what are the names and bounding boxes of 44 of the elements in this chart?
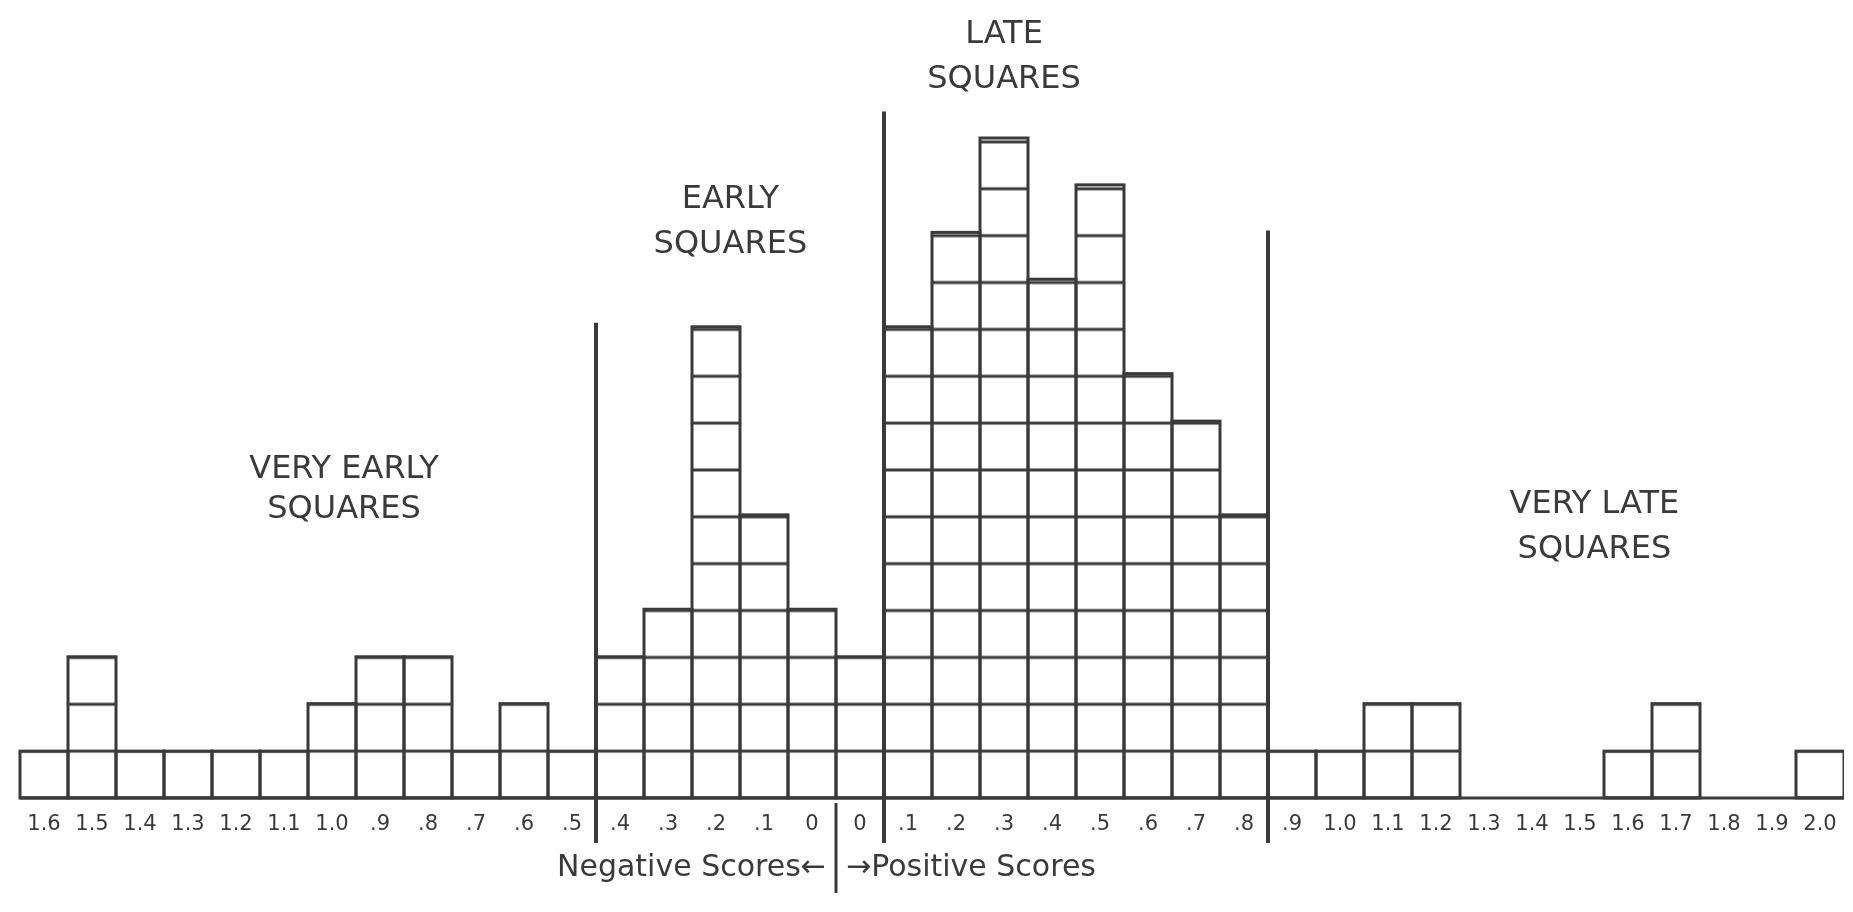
x-tick-label: 1.3 [171,811,205,835]
x-tick-label: .4 [1041,811,1063,835]
x-tick-label: 1.9 [1755,811,1789,835]
x-tick-label: 1.8 [1707,811,1741,835]
x-tick-label: .2 [705,811,727,835]
x-tick-label: .3 [993,811,1015,835]
x-tick-label: .2 [945,811,967,835]
x-tick-label: .9 [369,811,391,835]
x-tick-label: .6 [513,811,535,835]
x-tick-label: .7 [465,811,487,835]
x-tick-label: 1.1 [267,811,301,835]
x-tick-label: .8 [417,811,439,835]
x-tick-label: 1.0 [315,811,349,835]
x-tick-label: 1.7 [1659,811,1693,835]
x-tick-label: 1.5 [1563,811,1597,835]
x-tick-label: .1 [897,811,919,835]
x-tick-label: .5 [561,811,583,835]
x-tick-label: 1.2 [219,811,253,835]
x-tick-label: 1.4 [123,811,157,835]
x-tick-label: 0 [805,811,819,835]
x-tick-label: 1.6 [27,811,61,835]
annotation: VERY LATE SQUARES [1509,483,1680,566]
annotation: VERY EARLY SQUARES [249,448,440,526]
x-tick-label: .8 [1233,811,1255,835]
x-tick-label: .4 [609,811,631,835]
text: Negative Scores← [557,848,826,883]
x-tick-label: 1.0 [1323,811,1357,835]
x-tick-label: .7 [1185,811,1207,835]
x-tick-label: .3 [657,811,679,835]
x-tick-label: .1 [753,811,775,835]
x-tick-label: .6 [1137,811,1159,835]
x-tick-label: 0 [853,811,867,835]
x-tick-label: .9 [1281,811,1303,835]
x-tick-label: 1.1 [1371,811,1405,835]
x-tick-label: 1.6 [1611,811,1645,835]
x-tick-label: 1.2 [1419,811,1453,835]
x-tick-label: 1.5 [75,811,109,835]
annotation: EARLY SQUARES [653,178,808,261]
x-tick-label: .5 [1089,811,1111,835]
x-tick-label: 2.0 [1803,811,1837,835]
text: LATE SQUARES [927,13,1081,96]
x-tick-label: 1.3 [1467,811,1501,835]
text: →Positive Scores [846,848,1096,883]
x-tick-label: 1.4 [1515,811,1549,835]
